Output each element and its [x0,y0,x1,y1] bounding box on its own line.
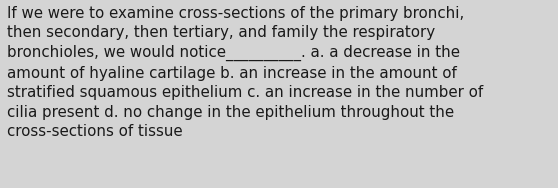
Text: If we were to examine cross-sections of the primary bronchi,
then secondary, the: If we were to examine cross-sections of … [7,6,483,139]
